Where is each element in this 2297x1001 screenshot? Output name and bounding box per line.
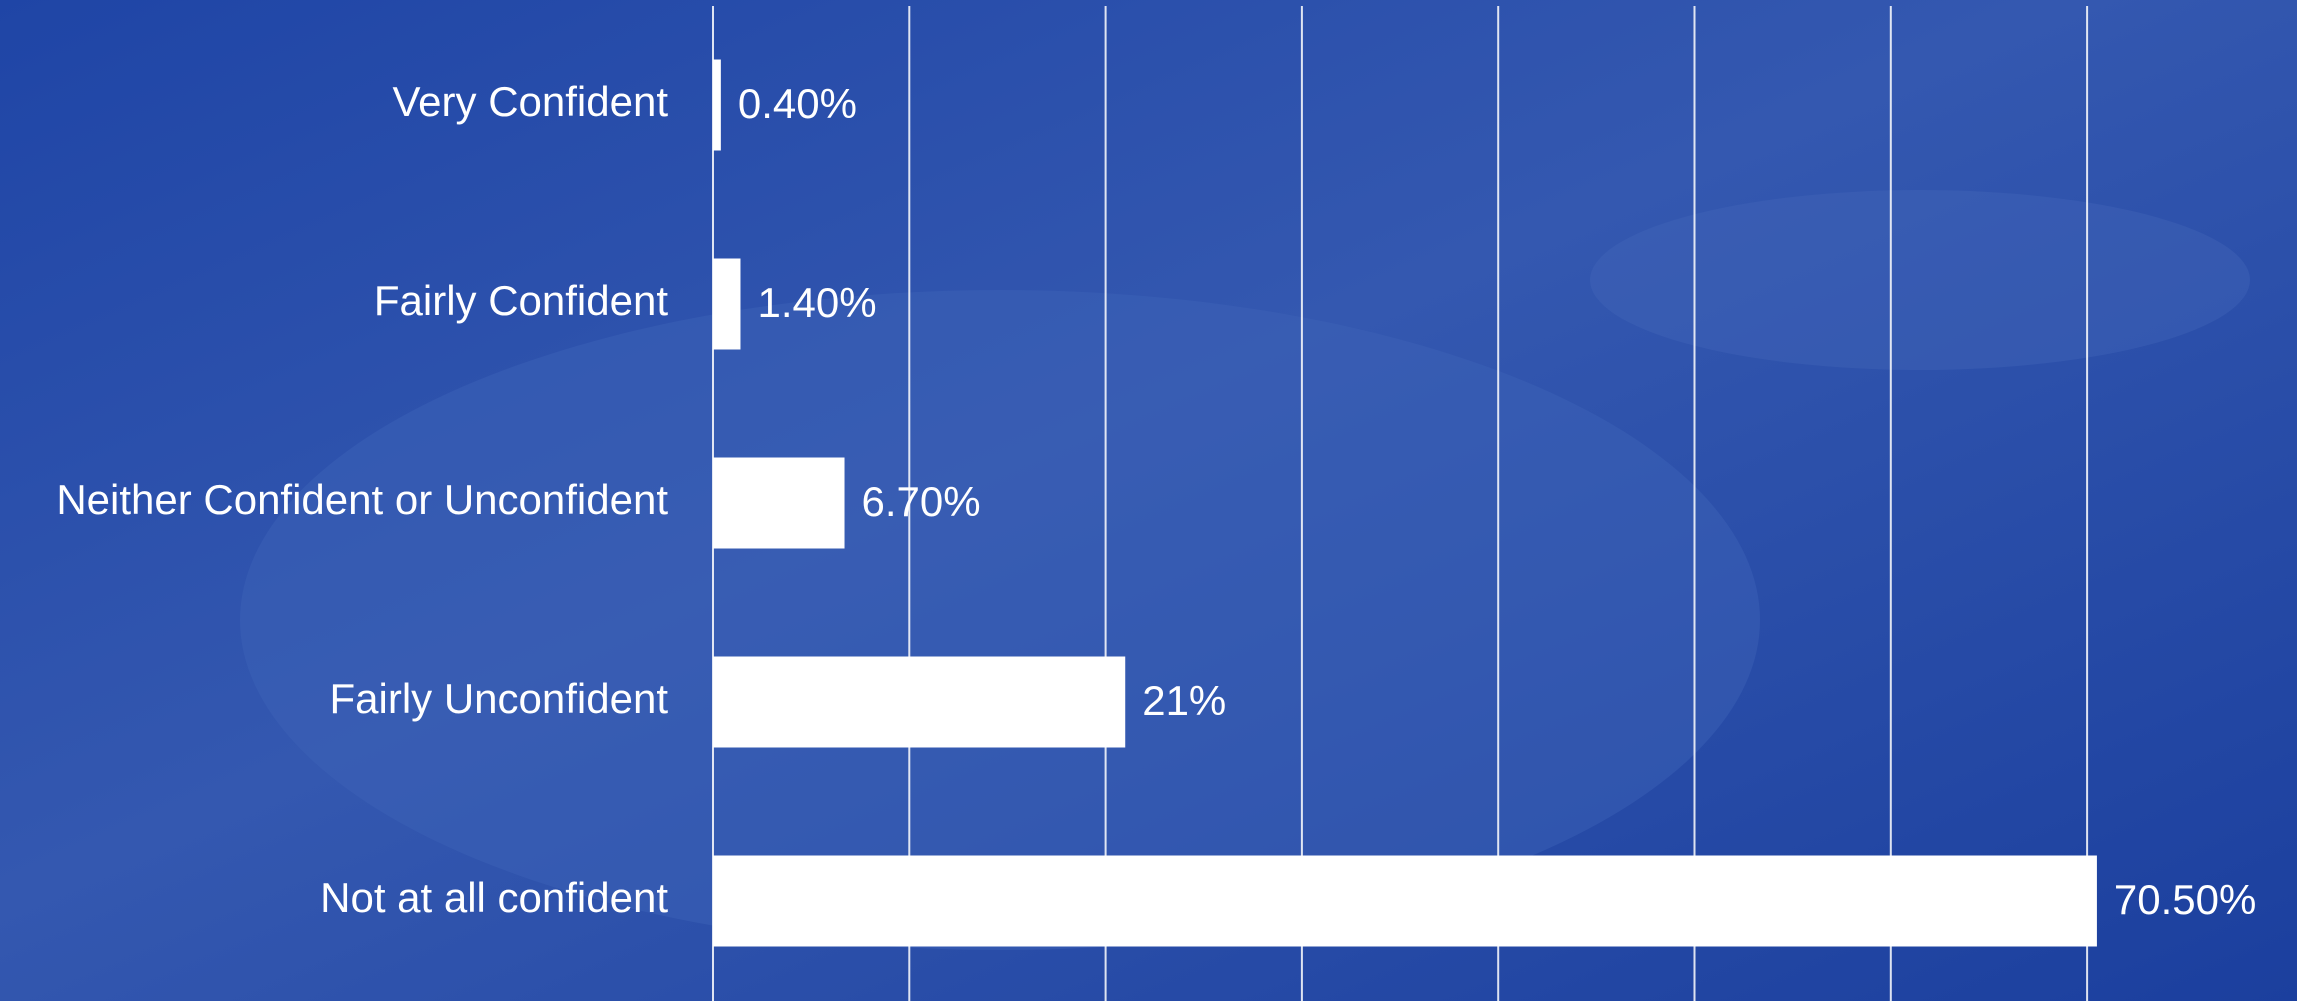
bar (713, 258, 741, 350)
bar (713, 59, 721, 151)
background-shape (1590, 190, 2250, 370)
category-label: Fairly Unconfident (330, 675, 669, 722)
category-label: Fairly Confident (374, 277, 668, 324)
value-label: 0.40% (738, 80, 857, 127)
category-label: Neither Confident or Unconfident (56, 476, 668, 523)
value-label: 6.70% (862, 478, 981, 525)
bar (713, 656, 1126, 748)
value-label: 1.40% (757, 279, 876, 326)
background-shape (240, 290, 1760, 950)
bar (713, 855, 2097, 947)
value-label: 70.50% (2114, 876, 2256, 923)
category-label: Not at all confident (320, 874, 668, 921)
bar (713, 457, 845, 549)
value-label: 21% (1142, 677, 1226, 724)
category-label: Very Confident (392, 78, 668, 125)
